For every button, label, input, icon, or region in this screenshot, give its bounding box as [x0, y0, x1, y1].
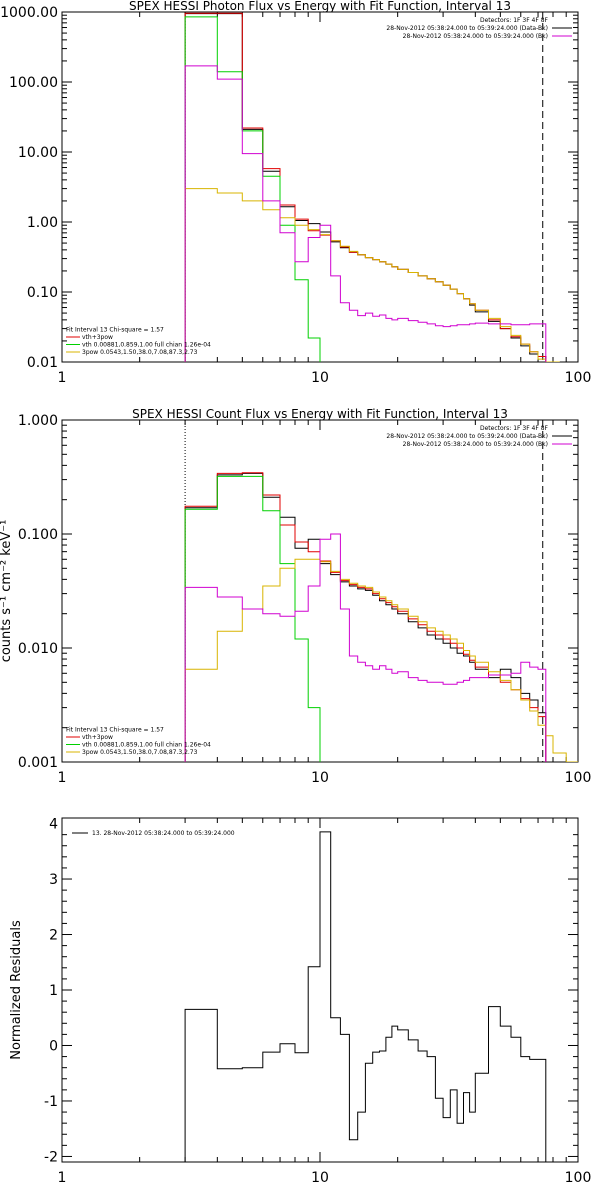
y-tick-label: 0.01 — [27, 355, 58, 371]
y-tick-label: 0 — [49, 1038, 58, 1054]
black-series-line — [184, 13, 547, 362]
data-series-group — [184, 12, 560, 362]
legend-top-text: Detectors: 1F 3F 4F 8F — [480, 425, 549, 432]
x-tick-label: 100 — [565, 1170, 592, 1186]
plot-frame — [61, 11, 579, 363]
black-series-line — [184, 472, 547, 762]
legend-top-text: 13. 28-Nov-2012 05:38:24.000 to 05:39:24… — [92, 830, 235, 837]
x-tick-label: 1 — [58, 770, 67, 786]
legend-bottom-text: Fit Interval 13 Chi-square = 1.57 — [66, 727, 164, 734]
x-tick-label: 1 — [58, 1170, 67, 1186]
data-series-group — [184, 472, 578, 762]
green-series-line — [184, 16, 321, 362]
y-tick-label: 1.000 — [18, 413, 58, 429]
y-tick-label: 4 — [49, 817, 58, 833]
red-series-line — [184, 472, 547, 762]
y-axis-label: Normalized Residuals — [9, 920, 24, 1060]
yellow-series-line — [184, 188, 560, 362]
y-tick-label: -2 — [44, 1149, 58, 1165]
legend-top-text: 28-Nov-2012 05:38:24.000 to 05:39:24.000… — [386, 433, 548, 440]
red-series-line — [184, 12, 547, 362]
data-series-group — [184, 831, 547, 1162]
y-tick-label: 0.10 — [27, 285, 58, 301]
chart-title: SPEX HESSI Count Flux vs Energy with Fit… — [132, 407, 508, 421]
legend-bottom-text: vth 0.00881,0.859,1.00 full chian 1.26e-… — [82, 742, 211, 749]
magenta-series-line — [184, 533, 547, 762]
chart-title: SPEX HESSI Photon Flux vs Energy with Fi… — [129, 0, 511, 13]
legend-top-text: 28-Nov-2012 05:38:24.000 to 05:39:24.000… — [403, 33, 548, 40]
y-tick-label: 1000.00 — [0, 5, 58, 21]
y-tick-label: 100.00 — [9, 75, 58, 91]
legend-bottom-text: Fit Interval 13 Chi-square = 1.57 — [66, 327, 164, 334]
legend-bottom-text: 3pow 0.0543,1.50,38.0,7.08,87.3,2.73 — [82, 349, 198, 356]
residuals-panel: Normalized Residuals 1 10 100 -2 -1 0 1 2 3 4 13. 2… — [9, 817, 591, 1186]
y-tick-label: 3 — [49, 872, 58, 888]
green-series-line — [184, 475, 321, 762]
x-tick-label: 1 — [58, 370, 67, 386]
magenta-series-line — [184, 65, 547, 362]
legend-bottom-text: 3pow 0.0543,1.50,38.0,7.08,87.3,2.73 — [82, 749, 198, 756]
legend-top-text: 28-Nov-2012 05:38:24.000 to 05:39:24.000… — [403, 441, 548, 448]
y-tick-label: 2 — [49, 928, 58, 944]
legend-bottom-text: vth+3pow — [82, 334, 113, 341]
x-tick-label: 100 — [565, 370, 592, 386]
y-tick-label: 1 — [49, 983, 58, 999]
x-tick-label: 10 — [311, 770, 329, 786]
count-flux-panel: SPEX HESSI Count Flux vs Energy with Fit… — [0, 407, 591, 786]
photon-flux-panel: SPEX HESSI Photon Flux vs Energy with Fi… — [0, 0, 591, 386]
legend-top-text: 28-Nov-2012 05:38:24.000 to 05:39:24.000… — [386, 25, 548, 32]
y-tick-label: 1.00 — [27, 215, 58, 231]
y-tick-label: 0.100 — [18, 527, 58, 543]
legend-bottom-text: vth+3pow — [82, 734, 113, 741]
y-tick-label: 0.010 — [18, 641, 58, 657]
x-tick-label: 10 — [311, 370, 329, 386]
y-axis-label: counts s⁻¹ cm⁻² keV⁻¹ — [0, 520, 14, 663]
yellow-series-line — [184, 558, 578, 762]
black-series-line — [184, 831, 547, 1162]
y-tick-label: 10.00 — [18, 145, 58, 161]
y-tick-label: 0.001 — [18, 755, 58, 771]
x-tick-label: 100 — [565, 770, 592, 786]
x-tick-label: 10 — [311, 1170, 329, 1186]
y-tick-label: -1 — [44, 1094, 58, 1110]
legend-top-text: Detectors: 1F 3F 4F 8F — [480, 17, 549, 24]
legend-bottom-text: vth 0.00881,0.859,1.00 full chian 1.26e-… — [82, 342, 211, 349]
